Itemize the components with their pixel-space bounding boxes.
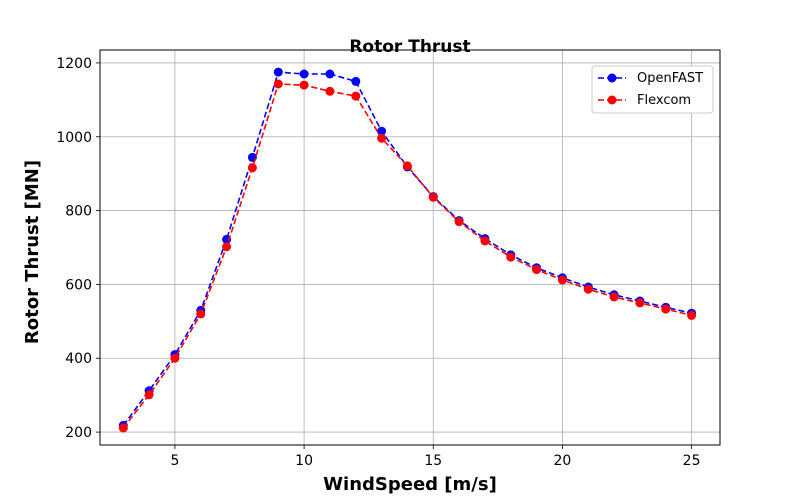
data-point-flexcom	[222, 242, 232, 252]
data-point-flexcom	[480, 236, 490, 246]
y-tick-label: 800	[65, 204, 92, 220]
legend-label-openfast: OpenFAST	[637, 71, 703, 86]
data-point-openfast	[299, 69, 309, 79]
data-point-flexcom	[170, 353, 180, 363]
grid	[100, 50, 720, 445]
data-point-flexcom	[635, 298, 645, 308]
data-point-openfast	[222, 234, 232, 244]
x-axis-label: WindSpeed [m/s]	[323, 474, 497, 495]
data-point-flexcom	[325, 86, 335, 96]
x-tick-label: 25	[683, 453, 701, 469]
data-point-flexcom	[583, 284, 593, 294]
y-tick-label: 1200	[56, 56, 92, 72]
x-tick-label: 5	[170, 453, 179, 469]
legend-label-flexcom: Flexcom	[637, 93, 691, 108]
x-tick-label: 20	[554, 453, 572, 469]
x-tick-label: 15	[424, 453, 442, 469]
data-point-flexcom	[557, 275, 567, 285]
data-point-openfast	[247, 152, 257, 162]
data-point-flexcom	[299, 80, 309, 90]
data-point-flexcom	[377, 133, 387, 143]
data-point-flexcom	[454, 217, 464, 227]
legend-box	[591, 65, 714, 114]
data-point-openfast	[325, 69, 335, 79]
y-tick-label: 400	[65, 351, 92, 367]
y-axis-label: Rotor Thrust [MN]	[22, 160, 43, 344]
data-point-flexcom	[506, 252, 516, 262]
ticks: 5 10 15 20 25 200 400 600 800 1000 1200	[56, 56, 700, 469]
data-point-flexcom	[118, 423, 128, 433]
data-point-flexcom	[609, 292, 619, 302]
x-tick-label: 10	[295, 453, 313, 469]
data-point-flexcom	[247, 163, 257, 173]
legend: OpenFAST Flexcom	[591, 65, 714, 114]
data-point-flexcom	[661, 304, 671, 314]
data-point-flexcom	[532, 265, 542, 275]
plot-frame	[99, 49, 721, 446]
data-point-flexcom	[402, 161, 412, 171]
data-point-flexcom	[144, 390, 154, 400]
data-point-flexcom	[428, 192, 438, 202]
data-point-openfast	[377, 126, 387, 136]
legend-marker-flexcom	[607, 95, 617, 105]
chart-title: Rotor Thrust	[349, 37, 470, 57]
y-tick-label: 1000	[56, 130, 92, 146]
y-tick-label: 200	[65, 425, 92, 441]
data-point-openfast	[273, 67, 283, 77]
y-tick-label: 600	[65, 277, 92, 293]
series-line-flexcom	[122, 83, 692, 429]
data-point-flexcom	[196, 309, 206, 319]
data-point-flexcom	[687, 310, 697, 320]
series-layer	[118, 67, 697, 433]
data-point-openfast	[351, 76, 361, 86]
data-point-flexcom	[351, 91, 361, 101]
legend-marker-openfast	[607, 73, 617, 83]
data-point-flexcom	[273, 79, 283, 89]
